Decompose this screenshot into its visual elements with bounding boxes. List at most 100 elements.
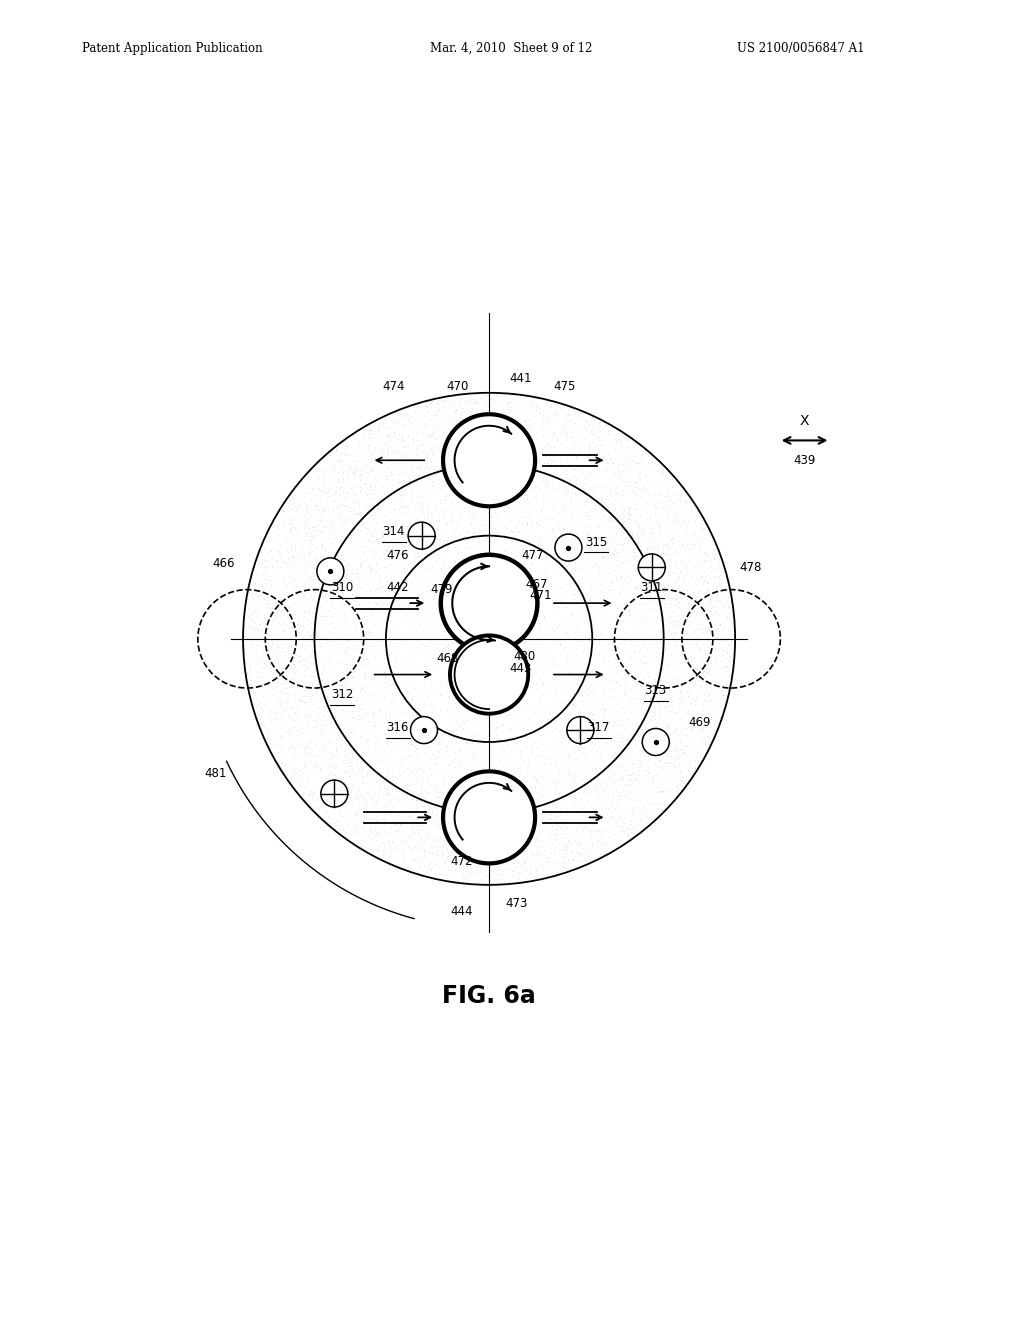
Point: [664, 677, 680, 698]
Point: [348, 730, 365, 751]
Point: [496, 405, 512, 426]
Point: [637, 508, 653, 529]
Point: [452, 780, 468, 801]
Point: [304, 516, 321, 537]
Point: [311, 671, 328, 692]
Point: [371, 762, 387, 783]
Point: [436, 622, 453, 643]
Point: [615, 813, 632, 834]
Point: [411, 475, 427, 496]
Point: [617, 474, 634, 495]
Point: [420, 395, 436, 416]
Point: [428, 656, 444, 677]
Point: [584, 609, 600, 630]
Point: [520, 755, 537, 776]
Text: 467: 467: [525, 578, 548, 591]
Point: [348, 527, 365, 548]
Point: [624, 524, 640, 545]
Point: [583, 820, 599, 841]
Point: [301, 784, 317, 805]
Point: [710, 616, 726, 638]
Point: [621, 550, 637, 572]
Point: [648, 594, 665, 615]
Point: [414, 495, 430, 516]
Point: [438, 737, 455, 758]
Point: [338, 822, 354, 843]
Point: [399, 564, 416, 585]
Point: [519, 682, 536, 704]
Point: [716, 656, 732, 677]
Point: [417, 532, 433, 553]
Point: [408, 797, 424, 818]
Point: [497, 461, 513, 482]
Point: [369, 771, 385, 792]
Point: [660, 668, 677, 689]
Point: [688, 612, 705, 634]
Point: [273, 606, 290, 627]
Point: [610, 793, 627, 814]
Point: [409, 531, 425, 552]
Point: [418, 416, 434, 437]
Point: [469, 471, 485, 492]
Point: [486, 836, 503, 857]
Point: [649, 717, 666, 738]
Point: [548, 807, 564, 828]
Point: [575, 469, 592, 490]
Point: [429, 572, 445, 593]
Point: [409, 552, 425, 573]
Point: [468, 723, 484, 744]
Point: [695, 519, 712, 540]
Point: [510, 796, 526, 817]
Point: [639, 541, 655, 562]
Point: [544, 528, 560, 549]
Point: [696, 690, 713, 711]
Point: [364, 771, 380, 792]
Point: [343, 569, 359, 590]
Point: [594, 546, 610, 568]
Point: [639, 539, 655, 560]
Point: [628, 480, 644, 502]
Point: [609, 541, 626, 562]
Point: [323, 510, 339, 531]
Point: [531, 479, 548, 500]
Point: [719, 655, 735, 676]
Point: [306, 717, 323, 738]
Point: [476, 426, 493, 447]
Point: [442, 752, 459, 774]
Point: [284, 665, 300, 686]
Point: [501, 803, 517, 824]
Point: [604, 836, 621, 857]
Point: [495, 799, 511, 820]
Point: [296, 574, 312, 595]
Point: [633, 523, 649, 544]
Point: [365, 842, 381, 863]
Point: [607, 560, 624, 581]
Point: [299, 744, 315, 766]
Point: [332, 507, 348, 528]
Point: [465, 508, 481, 529]
Point: [250, 681, 266, 702]
Point: [696, 660, 713, 681]
Point: [611, 754, 628, 775]
Point: [613, 822, 630, 843]
Point: [278, 697, 294, 718]
Point: [249, 644, 265, 665]
Point: [565, 504, 582, 525]
Point: [582, 755, 598, 776]
Point: [392, 494, 409, 515]
Point: [293, 614, 309, 635]
Point: [541, 407, 557, 428]
Point: [475, 477, 492, 498]
Point: [396, 446, 413, 467]
Point: [529, 516, 546, 537]
Point: [479, 781, 496, 803]
Point: [478, 432, 495, 453]
Point: [640, 807, 656, 828]
Point: [482, 552, 499, 573]
Point: [530, 659, 547, 680]
Point: [359, 519, 376, 540]
Point: [272, 598, 289, 619]
Point: [374, 475, 390, 496]
Point: [558, 817, 574, 838]
Point: [611, 702, 628, 723]
